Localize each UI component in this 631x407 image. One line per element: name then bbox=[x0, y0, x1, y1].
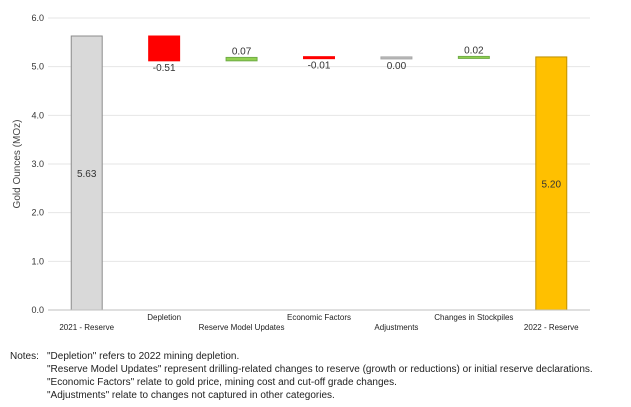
notes-block: Notes: "Depletion" refers to 2022 mining… bbox=[10, 350, 593, 402]
x-tick-label: Changes in Stockpiles bbox=[434, 313, 513, 322]
y-tick-label: 4.0 bbox=[31, 110, 44, 120]
notes-row: "Reserve Model Updates" represent drilli… bbox=[10, 363, 593, 376]
notes-row: Notes: "Depletion" refers to 2022 mining… bbox=[10, 350, 593, 363]
x-tick-label: Adjustments bbox=[374, 323, 418, 332]
bar bbox=[380, 56, 413, 60]
x-tick-label: 2022 - Reserve bbox=[524, 323, 579, 332]
bar bbox=[225, 56, 258, 62]
notes-row: "Economic Factors" relate to gold price,… bbox=[10, 376, 593, 389]
y-tick-label: 0.0 bbox=[31, 305, 44, 315]
note-line: "Adjustments" relate to changes not capt… bbox=[47, 390, 335, 401]
notes-row: "Adjustments" relate to changes not capt… bbox=[10, 389, 593, 402]
y-tick-label: 2.0 bbox=[31, 208, 44, 218]
data-label: -0.01 bbox=[308, 61, 331, 72]
y-tick-label: 1.0 bbox=[31, 256, 44, 266]
x-tick-label: Economic Factors bbox=[287, 313, 351, 322]
data-label: 5.63 bbox=[77, 169, 97, 180]
y-axis-ticks: 0.0 1.0 2.0 3.0 4.0 5.0 6.0 bbox=[31, 13, 44, 315]
bar bbox=[148, 35, 181, 62]
bar bbox=[303, 56, 335, 60]
data-label: 0.07 bbox=[232, 46, 252, 57]
data-label: -0.51 bbox=[153, 63, 176, 74]
note-line: "Economic Factors" relate to gold price,… bbox=[47, 377, 397, 388]
notes-heading: Notes: bbox=[10, 351, 39, 362]
y-tick-label: 3.0 bbox=[31, 159, 44, 169]
note-line: "Reserve Model Updates" represent drilli… bbox=[47, 364, 593, 375]
data-label: 5.20 bbox=[542, 179, 562, 190]
y-tick-label: 6.0 bbox=[31, 13, 44, 23]
y-tick-label: 5.0 bbox=[31, 62, 44, 72]
x-tick-label: Depletion bbox=[147, 313, 181, 322]
data-labels: 5.63 -0.51 0.07 -0.01 0.00 0.02 5.20 bbox=[77, 45, 561, 190]
bar bbox=[535, 56, 568, 311]
x-tick-label: 2021 - Reserve bbox=[59, 323, 114, 332]
data-label: 0.00 bbox=[387, 61, 407, 72]
waterfall-chart: 0.0 1.0 2.0 3.0 4.0 5.0 6.0 5.63 -0.51 0.07 -0.01… bbox=[12, 13, 590, 332]
bars bbox=[70, 35, 568, 311]
y-axis-title: Gold Ounces (MOz) bbox=[12, 120, 23, 209]
note-line: "Depletion" refers to 2022 mining deplet… bbox=[47, 351, 240, 362]
bar bbox=[457, 55, 490, 59]
data-label: 0.02 bbox=[464, 45, 484, 56]
gridlines bbox=[48, 17, 590, 262]
x-axis-labels: 2021 - Reserve Depletion Reserve Model Upd… bbox=[59, 313, 579, 332]
x-tick-label: Reserve Model Updates bbox=[199, 323, 285, 332]
